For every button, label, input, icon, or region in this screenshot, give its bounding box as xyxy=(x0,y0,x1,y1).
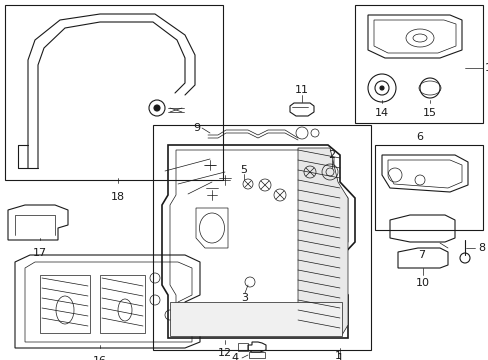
Text: 9: 9 xyxy=(192,123,200,133)
Bar xyxy=(354,5,482,123)
Text: 5: 5 xyxy=(240,165,247,175)
Text: 18: 18 xyxy=(111,192,125,202)
Circle shape xyxy=(154,105,160,111)
Text: 11: 11 xyxy=(294,85,308,95)
Text: 10: 10 xyxy=(415,278,429,288)
Text: 8: 8 xyxy=(477,243,485,253)
Text: 14: 14 xyxy=(374,108,388,118)
Polygon shape xyxy=(297,148,347,335)
Text: 17: 17 xyxy=(33,248,47,258)
Bar xyxy=(100,275,145,333)
Text: 15: 15 xyxy=(422,108,436,118)
Bar xyxy=(238,343,247,351)
Bar xyxy=(40,275,90,333)
Text: 6: 6 xyxy=(416,132,423,142)
Text: 12: 12 xyxy=(218,348,232,358)
Text: 1: 1 xyxy=(336,353,343,360)
Bar xyxy=(153,125,370,350)
Text: 1: 1 xyxy=(334,351,341,360)
Polygon shape xyxy=(170,302,341,336)
Text: 2: 2 xyxy=(328,150,335,160)
Bar xyxy=(5,5,223,180)
Circle shape xyxy=(379,86,383,90)
Polygon shape xyxy=(196,208,227,248)
Bar xyxy=(374,145,482,230)
Text: 4: 4 xyxy=(231,353,238,360)
Bar xyxy=(248,352,264,358)
Text: 3: 3 xyxy=(241,293,248,303)
Text: 7: 7 xyxy=(418,250,425,260)
Text: 16: 16 xyxy=(93,356,107,360)
Text: 13: 13 xyxy=(484,63,488,73)
